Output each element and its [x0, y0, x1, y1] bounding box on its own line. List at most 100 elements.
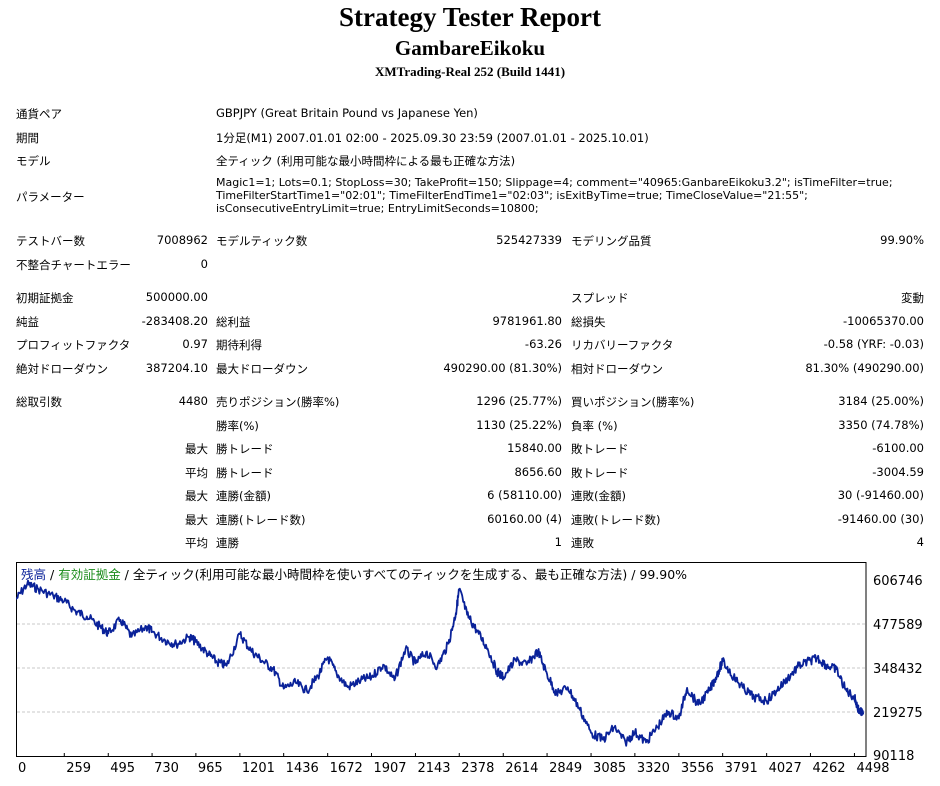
row-value: -6100.00: [872, 441, 924, 455]
chart-legend: 残高 / 有効証拠金 / 全ティック(利用可能な最小時間枠を使いすべてのティック…: [21, 564, 687, 583]
loss-rate-label: 負率 (%): [571, 419, 618, 433]
row-value: 8656.60: [514, 465, 562, 479]
x-tick-label: 730: [154, 761, 179, 774]
x-tick-label: 0: [18, 761, 26, 774]
period-label: 期間: [16, 131, 39, 145]
x-tick-label: 2614: [505, 761, 538, 774]
recovery-label: リカバリーファクタ: [571, 338, 674, 352]
row-label: 連勝(金額): [216, 489, 271, 503]
row-value: 1: [554, 535, 562, 549]
quality-label: モデリング品質: [571, 234, 652, 248]
y-tick-label: 477589: [873, 618, 923, 633]
ticks-value: 525427339: [496, 233, 562, 247]
plot-frame: [16, 562, 867, 757]
abs-dd-label: 絶対ドローダウン: [16, 362, 108, 376]
row-prefix: 最大: [185, 442, 208, 456]
legend-balance: 残高: [21, 567, 47, 582]
x-tick-label: 2378: [461, 761, 494, 774]
bars-value: 7008962: [156, 233, 208, 247]
row-label: 敗トレード: [571, 442, 629, 456]
chart-canvas: 606746 477589 348432 219275 90118 0 259 495 730 9…: [16, 562, 923, 774]
x-tick-label: 4027: [769, 761, 802, 774]
x-tick-label: 4262: [812, 761, 845, 774]
legend-description: / 全ティック(利用可能な最小時間枠を使いすべてのティックを生成する、最も正確な…: [120, 567, 688, 582]
x-tick-label: 3320: [637, 761, 670, 774]
row-label: 勝トレード: [216, 442, 274, 456]
x-tick-label: 965: [198, 761, 223, 774]
quality-value: 99.90%: [880, 233, 924, 247]
short-value: 1296 (25.77%): [476, 394, 562, 408]
row-prefix: 平均: [185, 466, 208, 480]
period-value: 1分足(M1) 2007.01.01 02:00 - 2025.09.30 23…: [216, 131, 649, 145]
row-label: 連敗: [571, 536, 594, 550]
ticks-label: モデルティック数: [216, 234, 308, 248]
loss-rate-value: 3350 (74.78%): [838, 418, 924, 432]
row-prefix: 最大: [185, 489, 208, 503]
total-trades-label: 総取引数: [16, 395, 62, 409]
row-label: 連敗(金額): [571, 489, 626, 503]
expert-name: GambareEikoku: [394, 36, 546, 60]
bars-label: テストバー数: [16, 234, 85, 248]
win-rate-value: 1130 (25.22%): [476, 418, 562, 432]
row-value: 30 (-91460.00): [837, 488, 924, 502]
params-line: TimeFilterStartTime1="02:01"; TimeFilter…: [216, 189, 808, 202]
x-tick-label: 495: [110, 761, 135, 774]
params-value: Magic1=1; Lots=0.1; StopLoss=30; TakePro…: [216, 176, 893, 215]
balance-line: [16, 579, 865, 747]
expected-value: -63.26: [524, 337, 562, 351]
gross-loss-value: -10065370.00: [843, 314, 924, 328]
total-trades-value: 4480: [178, 394, 208, 408]
symbol-value: GBPJPY (Great Britain Pound vs Japanese …: [216, 106, 478, 120]
long-label: 買いポジション(勝率%): [571, 395, 695, 409]
max-dd-value: 490290.00 (81.30%): [443, 361, 562, 375]
model-label: モデル: [16, 154, 51, 168]
mismatch-value: 0: [200, 257, 208, 271]
y-tick-label: 90118: [873, 749, 914, 764]
x-tick-label: 1672: [330, 761, 363, 774]
x-tick-label: 2143: [417, 761, 450, 774]
max-dd-label: 最大ドローダウン: [216, 362, 308, 376]
win-rate-label: 勝率(%): [216, 419, 259, 433]
mismatch-label: 不整合チャートエラー: [16, 258, 131, 272]
row-label: 勝トレード: [216, 466, 274, 480]
gross-profit-value: 9781961.80: [492, 314, 562, 328]
row-value: 15840.00: [507, 441, 562, 455]
deposit-label: 初期証拠金: [16, 291, 74, 305]
y-tick-label: 606746: [873, 574, 923, 589]
params-line: isConsecutiveEntryLimit=true; EntryLimit…: [216, 202, 539, 215]
row-label: 連敗(トレード数): [571, 513, 661, 527]
net-value: -283408.20: [141, 314, 208, 328]
long-value: 3184 (25.00%): [838, 394, 924, 408]
y-tick-label: 219275: [873, 706, 923, 721]
row-label: 敗トレード: [571, 466, 629, 480]
recovery-value: -0.58 (YRF: -0.03): [823, 337, 924, 351]
legend-separator: /: [46, 567, 59, 582]
params-line: Magic1=1; Lots=0.1; StopLoss=30; TakePro…: [216, 176, 893, 189]
x-tick-label: 3556: [681, 761, 714, 774]
row-value: 6 (58110.00): [487, 488, 562, 502]
y-tick-label: 348432: [873, 662, 923, 677]
row-value: 60160.00 (4): [487, 512, 562, 526]
row-value: -3004.59: [872, 465, 924, 479]
x-tick-label: 1907: [373, 761, 406, 774]
spread-value: 変動: [901, 291, 924, 305]
net-label: 純益: [16, 315, 39, 329]
gross-loss-label: 総損失: [571, 315, 606, 329]
server-build: XMTrading-Real 252 (Build 1441): [374, 64, 566, 79]
pf-value: 0.97: [182, 337, 208, 351]
row-label: 連勝: [216, 536, 239, 550]
symbol-label: 通貨ペア: [16, 107, 62, 121]
x-tick-label: 2849: [549, 761, 582, 774]
model-value: 全ティック (利用可能な最小時間枠による最も正確な方法): [216, 154, 516, 168]
row-prefix: 最大: [185, 513, 208, 527]
gross-profit-label: 総利益: [216, 315, 251, 329]
spread-label: スプレッド: [571, 291, 629, 305]
x-tick-label: 1436: [286, 761, 319, 774]
pf-label: プロフィットファクタ: [16, 338, 131, 352]
x-tick-label: 3791: [725, 761, 758, 774]
x-tick-label: 3085: [593, 761, 626, 774]
rel-dd-value: 81.30% (490290.00): [805, 361, 924, 375]
x-tick-label: 1201: [242, 761, 275, 774]
params-label: パラメーター: [16, 190, 85, 204]
x-tick-label: 259: [66, 761, 91, 774]
